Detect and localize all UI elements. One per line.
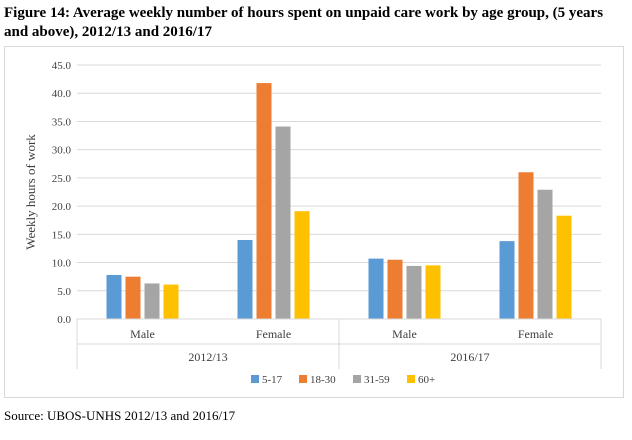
y-tick-label: 25.0 [52,173,72,185]
legend-label: 31-59 [364,374,390,386]
y-tick-label: 45.0 [52,60,72,72]
bar-60+ [294,211,310,319]
legend-label: 5-17 [262,374,283,386]
x-group-label: 2012/13 [188,350,227,364]
legend-swatch [407,375,415,383]
bar-chart: 0.0 5.0 10.0 15.0 20.0 25.0 30.0 35.0 40.0 45.0 We… [23,60,602,386]
y-tick-label: 0.0 [57,314,71,326]
bar-18-30 [518,172,534,319]
x-category-label: Female [256,327,291,341]
bar-31-59 [144,283,160,319]
chart-container: 0.0 5.0 10.0 15.0 20.0 25.0 30.0 35.0 40.0 45.0 We… [4,46,624,398]
bar-60+ [556,215,572,319]
bar-5-17 [499,241,515,319]
bar-18-30 [125,276,141,319]
x-category-label: Male [130,327,155,341]
y-tick-label: 15.0 [52,229,72,241]
y-tick-label: 10.0 [52,258,72,270]
y-tick-label: 30.0 [52,145,72,157]
y-tick-label: 35.0 [52,116,72,128]
bar-31-59 [537,189,553,319]
bar-31-59 [275,126,291,319]
x-category-label: Female [518,327,553,341]
bar-5-17 [237,239,253,319]
x-category-label: Male [392,327,417,341]
bar-60+ [163,284,179,319]
bar-5-17 [106,274,122,319]
legend-swatch [299,375,307,383]
bar-31-59 [406,265,422,319]
legend-swatch [251,375,259,383]
y-axis-label: Weekly hours of work [23,134,38,250]
y-tick-label: 5.0 [57,286,71,298]
y-tick-label: 40.0 [52,88,72,100]
y-tick-label: 20.0 [52,201,72,213]
x-group-label: 2016/17 [450,350,489,364]
bar-18-30 [256,83,272,319]
source-note: Source: UBOS-UNHS 2012/13 and 2016/17 [4,408,236,423]
legend-label: 60+ [418,374,435,386]
legend-label: 18-30 [310,374,336,386]
figure-title: Figure 14: Average weekly number of hour… [4,5,604,40]
bar-18-30 [387,259,403,319]
legend-swatch [353,375,361,383]
bar-5-17 [368,258,384,319]
bar-60+ [425,265,441,319]
